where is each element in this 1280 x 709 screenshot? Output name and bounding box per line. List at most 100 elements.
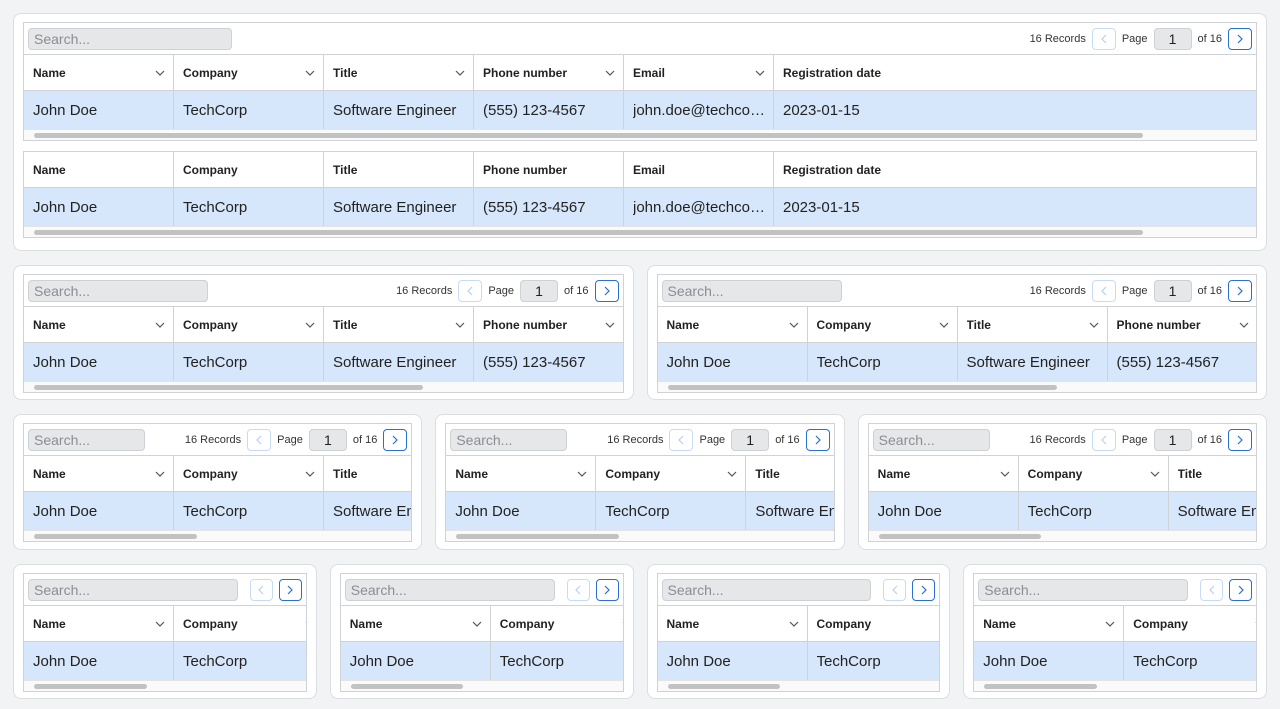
data-cell[interactable]: John Doe [24, 492, 174, 530]
next-button[interactable] [1229, 578, 1252, 601]
data-cell[interactable]: 2023-01-15 [774, 188, 1256, 226]
data-cell[interactable]: TechCorp [174, 188, 324, 226]
data-cell[interactable]: TechCorp [808, 642, 940, 680]
prev-button[interactable] [249, 578, 273, 601]
scroll-thumb[interactable] [34, 385, 424, 390]
data-cell[interactable]: John Doe [24, 91, 174, 129]
header-cell[interactable]: Company [491, 606, 623, 641]
data-cell[interactable]: Software Engineer [324, 343, 474, 381]
next-button[interactable] [1227, 428, 1252, 451]
scroll-thumb[interactable] [667, 684, 781, 689]
data-cell[interactable]: 2023-01-15 [774, 91, 1256, 129]
page-input[interactable]: 1 [731, 428, 770, 451]
header-cell[interactable]: Name [658, 606, 808, 641]
data-cell[interactable]: john.doe@techcorp.com [624, 188, 774, 226]
prev-button[interactable] [247, 428, 272, 451]
data-cell[interactable]: TechCorp [1124, 642, 1256, 680]
header-cell[interactable]: Title [746, 456, 833, 491]
header-cell[interactable]: Email [624, 55, 774, 90]
header-cell[interactable]: Title [324, 456, 411, 491]
data-cell[interactable]: TechCorp [174, 642, 306, 680]
header-cell[interactable]: Name [24, 606, 174, 641]
scroll-thumb[interactable] [878, 534, 1042, 539]
header-cell[interactable]: Title [324, 307, 474, 342]
header-cell[interactable]: Name [24, 152, 174, 187]
next-button[interactable] [278, 578, 302, 601]
header-cell[interactable]: Title [958, 307, 1108, 342]
data-cell[interactable]: john.doe@techcorp.com [624, 91, 774, 129]
header-cell[interactable]: Registration date [774, 152, 1256, 187]
data-cell[interactable]: TechCorp [174, 492, 324, 530]
page-input[interactable]: 1 [1153, 428, 1192, 451]
header-cell[interactable]: Phone number [1108, 307, 1257, 342]
header-cell[interactable]: Title [324, 152, 474, 187]
scroll-thumb[interactable] [984, 684, 1097, 689]
prev-button[interactable] [883, 578, 907, 601]
header-cell[interactable]: Company [1019, 456, 1169, 491]
header-cell[interactable]: Name [341, 606, 491, 641]
data-cell[interactable]: (555) 123-4567 [474, 188, 624, 226]
search-input[interactable]: Search... [28, 27, 232, 50]
data-cell[interactable]: John Doe [658, 343, 808, 381]
next-button[interactable] [1228, 279, 1252, 302]
data-cell[interactable]: Software Engineer [324, 91, 474, 129]
header-cell[interactable]: Registration date [774, 55, 1256, 90]
header-cell[interactable]: Name [869, 456, 1019, 491]
prev-button[interactable] [566, 578, 590, 601]
next-button[interactable] [594, 279, 619, 302]
header-cell[interactable]: Name [24, 456, 174, 491]
header-cell[interactable]: Company [596, 456, 747, 491]
data-cell[interactable]: TechCorp [174, 343, 324, 381]
header-cell[interactable]: Name [24, 307, 174, 342]
search-input[interactable]: Search... [661, 578, 872, 601]
data-cell[interactable]: John Doe [869, 492, 1019, 530]
data-cell[interactable]: John Doe [24, 188, 174, 226]
page-input[interactable]: 1 [520, 279, 559, 302]
prev-button[interactable] [1091, 279, 1116, 302]
header-cell[interactable]: Company [174, 307, 324, 342]
scroll-thumb[interactable] [456, 534, 619, 539]
prev-button[interactable] [1091, 27, 1116, 50]
search-input[interactable]: Search... [450, 428, 568, 451]
data-cell[interactable]: (555) 123-4567 [474, 91, 624, 129]
header-cell[interactable]: Company [808, 606, 940, 641]
data-cell[interactable]: John Doe [24, 343, 174, 381]
data-cell[interactable]: John Doe [446, 492, 597, 530]
data-cell[interactable]: Software Engineer [746, 492, 833, 530]
prev-button[interactable] [669, 428, 694, 451]
header-cell[interactable]: Company [174, 606, 306, 641]
search-input[interactable]: Search... [344, 578, 555, 601]
header-cell[interactable]: Company [174, 55, 324, 90]
search-input[interactable]: Search... [978, 578, 1189, 601]
next-button[interactable] [383, 428, 408, 451]
header-cell[interactable]: Title [1169, 456, 1256, 491]
data-cell[interactable]: (555) 123-4567 [474, 343, 623, 381]
next-button[interactable] [595, 578, 619, 601]
header-cell[interactable]: Name [974, 606, 1125, 641]
header-cell[interactable]: Title [324, 55, 474, 90]
data-cell[interactable]: TechCorp [1019, 492, 1169, 530]
scroll-thumb[interactable] [34, 230, 1143, 235]
header-cell[interactable]: Name [24, 55, 174, 90]
data-cell[interactable]: John Doe [658, 642, 808, 680]
data-cell[interactable]: Software Engineer [324, 492, 411, 530]
search-input[interactable]: Search... [661, 279, 842, 302]
data-cell[interactable]: TechCorp [596, 492, 747, 530]
header-cell[interactable]: Company [174, 152, 324, 187]
data-cell[interactable]: John Doe [974, 642, 1125, 680]
data-cell[interactable]: Software Engineer [1169, 492, 1256, 530]
data-cell[interactable]: TechCorp [174, 91, 324, 129]
data-cell[interactable]: Software Engineer [958, 343, 1108, 381]
header-cell[interactable]: Name [658, 307, 808, 342]
header-cell[interactable]: Phone number [474, 307, 623, 342]
prev-button[interactable] [1200, 578, 1224, 601]
data-cell[interactable]: TechCorp [808, 343, 958, 381]
data-cell[interactable]: TechCorp [491, 642, 623, 680]
data-cell[interactable]: John Doe [341, 642, 491, 680]
search-input[interactable]: Search... [28, 428, 145, 451]
scroll-thumb[interactable] [34, 684, 147, 689]
page-input[interactable]: 1 [1153, 27, 1192, 50]
page-input[interactable]: 1 [1153, 279, 1192, 302]
header-cell[interactable]: Company [174, 456, 324, 491]
header-cell[interactable]: Phone number [474, 152, 624, 187]
